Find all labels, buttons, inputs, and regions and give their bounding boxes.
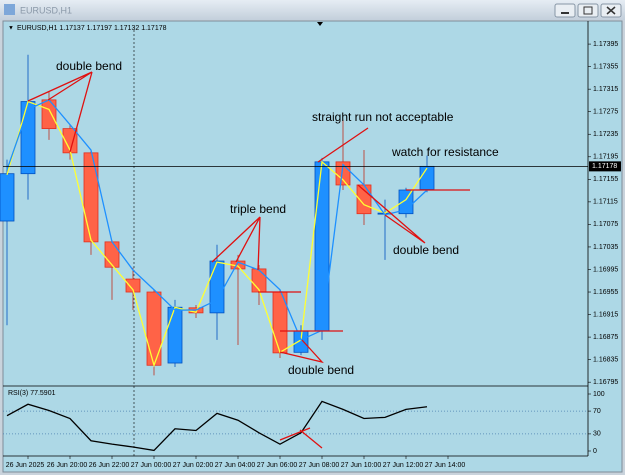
x-tick-label: 27 Jun 04:00 [215, 462, 256, 469]
x-tick-label: 26 Jun 20:00 [47, 462, 88, 469]
title-bar [0, 0, 625, 20]
bend-lines [27, 71, 93, 153]
marks: 1.16795 1.16835 1.16875 1.16915 1.16955 1.169… [0, 41, 621, 469]
x-tick-label: 27 Jun 12:00 [383, 462, 424, 469]
annotation: watch for resistance [391, 145, 499, 159]
close-value: 1.17178 [141, 25, 166, 32]
bend-lines [211, 216, 261, 271]
x-tick-label: 27 Jun 14:00 [425, 462, 466, 469]
y-tick-label: 1.16955 [593, 289, 618, 296]
annotation: double bend [393, 243, 459, 257]
high-value: 1.17197 [87, 25, 112, 32]
indicator-value: 77.5901 [30, 390, 55, 397]
indicator-line [6, 99, 428, 341]
annotation: straight run not acceptable [312, 110, 454, 124]
window-title: EURUSD,H1 [20, 5, 72, 15]
y-tick-label: 1.16875 [593, 334, 618, 341]
price-tag-label: 1.17178 [592, 163, 617, 170]
candle-body [167, 306, 183, 364]
y-tick-label: 30 [593, 431, 601, 438]
rsi-line [6, 400, 428, 452]
open-value: 1.17137 [59, 25, 84, 32]
y-tick-label: 1.17395 [593, 41, 618, 48]
candle-body [104, 241, 120, 268]
drawings [27, 71, 470, 449]
y-tick-label: 1.17155 [593, 176, 618, 183]
x-tick-label: 27 Jun 08:00 [299, 462, 340, 469]
indicator-line [6, 100, 428, 368]
menu-arrow: ▼ [8, 26, 14, 32]
candle-body [314, 161, 330, 332]
x-tick-label: 26 Jun 22:00 [89, 462, 130, 469]
x-tick-label: 27 Jun 10:00 [341, 462, 382, 469]
annotation: double bend [56, 59, 122, 73]
candle-body [293, 330, 309, 353]
indicator-name: RSI(3) [8, 390, 28, 397]
y-tick-label: 100 [593, 391, 605, 398]
rsi-lines [279, 427, 323, 449]
window-buttons[interactable] [554, 3, 622, 18]
y-tick-label: 1.16835 [593, 356, 618, 363]
x-tick-label: 27 Jun 00:00 [131, 462, 172, 469]
shift-marker [317, 22, 323, 26]
candle-body [146, 291, 162, 366]
bend-lines [357, 184, 426, 244]
y-tick-label: 1.17275 [593, 109, 618, 116]
bend-lines [279, 339, 324, 364]
chart-header: EURUSD,H1 1.17137 1.17197 1.17132 1.1717… [17, 25, 167, 32]
close-glyph [606, 6, 616, 15]
annotation: double bend [288, 363, 354, 377]
restore-glyph [583, 6, 593, 15]
low-value: 1.17132 [114, 25, 139, 32]
x-tick-label: 26 Jun 2025 [6, 462, 45, 469]
y-tick-label: 1.16995 [593, 266, 618, 273]
y-tick-label: 1.17235 [593, 131, 618, 138]
candle-body [419, 165, 435, 190]
candle-body [20, 101, 36, 175]
y-tick-label: 1.17355 [593, 63, 618, 70]
y-tick-label: 0 [593, 448, 597, 455]
run-line [317, 127, 369, 163]
symbol: EURUSD,H1 [17, 25, 58, 32]
restore-button[interactable] [577, 3, 599, 18]
indicator-header: RSI(3) 77.5901 [8, 390, 56, 397]
candle-body [209, 260, 225, 314]
y-tick-label: 1.16795 [593, 379, 618, 386]
window-icon [4, 4, 15, 15]
y-tick-label: 1.17075 [593, 221, 618, 228]
minimize-button[interactable] [554, 3, 576, 18]
y-tick-label: 1.17195 [593, 154, 618, 161]
y-tick-label: 1.17115 [593, 199, 618, 206]
candle-body [251, 268, 267, 293]
candle-body [0, 173, 15, 222]
x-tick-label: 27 Jun 02:00 [173, 462, 214, 469]
y-tick-label: 1.17035 [593, 244, 618, 251]
level-lines [258, 189, 470, 332]
y-tick-label: 70 [593, 408, 601, 415]
y-tick-label: 1.17315 [593, 86, 618, 93]
candle-body [41, 99, 57, 130]
y-tick-label: 1.16915 [593, 311, 618, 318]
annotation: triple bend [230, 202, 286, 216]
price-tag [589, 161, 621, 172]
x-tick-label: 27 Jun 06:00 [257, 462, 298, 469]
